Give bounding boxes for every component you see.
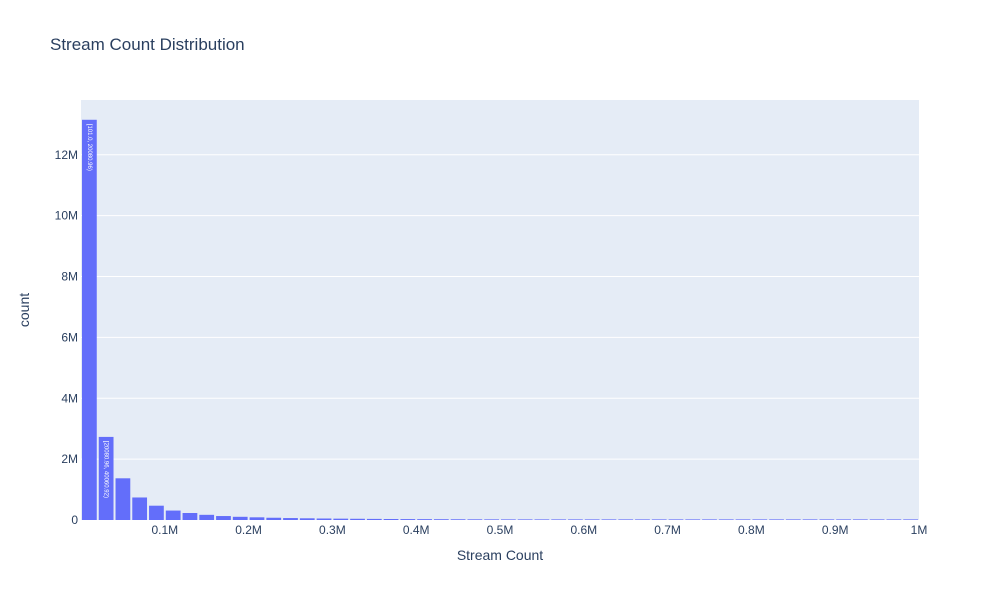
chart-title: Stream Count Distribution [50, 35, 245, 54]
histogram-bar[interactable] [350, 518, 365, 520]
histogram-bar[interactable] [651, 519, 667, 520]
histogram-bar[interactable] [601, 519, 617, 520]
y-tick-label: 2M [61, 452, 78, 466]
histogram-bar[interactable] [517, 519, 533, 520]
histogram-bar[interactable] [450, 519, 466, 520]
histogram-bar[interactable] [98, 436, 114, 520]
histogram-bar[interactable] [383, 518, 399, 520]
bar-label: [101.0, 20080.96) [86, 124, 92, 171]
x-tick-label: 0.2M [235, 523, 262, 537]
bar-label: [20080.96, 40060.92) [103, 441, 109, 498]
x-tick-label: 0.8M [738, 523, 765, 537]
histogram-bar[interactable] [417, 519, 432, 520]
histogram-bar[interactable] [115, 478, 131, 520]
histogram-bar[interactable] [584, 519, 600, 520]
histogram-bar[interactable] [869, 519, 885, 520]
y-tick-label: 6M [61, 330, 78, 344]
histogram-bar[interactable] [718, 519, 734, 520]
histogram-bar[interactable] [216, 516, 231, 520]
y-tick-label: 12M [55, 148, 78, 162]
histogram-bar[interactable] [501, 519, 516, 520]
histogram-bar[interactable] [702, 519, 717, 520]
x-tick-label: 0.4M [403, 523, 430, 537]
x-tick-label: 0.1M [151, 523, 178, 537]
histogram-bar[interactable] [182, 513, 198, 520]
histogram-bar[interactable] [484, 519, 499, 520]
histogram-bar[interactable] [685, 519, 701, 520]
histogram-bar[interactable] [735, 519, 751, 520]
y-tick-label: 4M [61, 391, 78, 405]
histogram-bar[interactable] [316, 518, 332, 520]
histogram-bar[interactable] [618, 519, 634, 520]
histogram-bar[interactable] [785, 519, 801, 520]
histogram-bar[interactable] [299, 518, 315, 520]
histogram-bar[interactable] [769, 519, 784, 520]
histogram-bar[interactable] [836, 519, 851, 520]
histogram-bars: [101.0, 20080.96) [20080.96, 40060.92) [82, 119, 918, 521]
histogram-bar[interactable] [266, 517, 282, 520]
plot-area[interactable] [81, 100, 919, 520]
y-gridlines [81, 154, 919, 460]
x-tick-label: 0.5M [487, 523, 514, 537]
x-tick-label: 0.3M [319, 523, 346, 537]
histogram-bar[interactable] [149, 505, 164, 520]
histogram-bar[interactable] [400, 519, 416, 520]
x-axis-ticks: 0.1M 0.2M 0.3M 0.4M 0.5M 0.6M 0.7M 0.8M 0.9M 1M [151, 523, 927, 537]
histogram-bar[interactable] [852, 519, 868, 520]
y-tick-label: 8M [61, 270, 78, 284]
histogram-bar[interactable] [132, 497, 148, 520]
histogram-bar[interactable] [165, 510, 181, 520]
histogram-bar[interactable] [551, 519, 567, 520]
histogram-bar[interactable] [752, 519, 768, 520]
histogram-bar[interactable] [232, 516, 248, 520]
histogram-bar[interactable] [819, 519, 835, 520]
histogram-bar[interactable] [534, 519, 550, 520]
histogram-bar[interactable] [199, 514, 215, 520]
histogram-bar[interactable] [903, 519, 918, 520]
histogram-bar[interactable] [668, 519, 684, 520]
x-tick-label: 0.9M [822, 523, 849, 537]
x-tick-label: 0.7M [654, 523, 681, 537]
y-tick-label: 0 [71, 513, 78, 527]
histogram-bar[interactable] [802, 519, 818, 520]
histogram-bar[interactable] [433, 519, 449, 520]
histogram-bar[interactable] [283, 518, 298, 520]
histogram-bar[interactable] [886, 519, 902, 520]
histogram-bar[interactable] [82, 119, 97, 521]
x-tick-label: 1M [911, 523, 928, 537]
histogram-bar[interactable] [366, 518, 382, 520]
histogram-bar[interactable] [635, 519, 650, 520]
histogram-bar[interactable] [467, 519, 483, 520]
histogram-bar[interactable] [568, 519, 583, 520]
histogram-bar[interactable] [249, 517, 265, 520]
y-axis-title: count [16, 293, 32, 327]
y-tick-label: 10M [55, 209, 78, 223]
x-axis-title: Stream Count [457, 547, 543, 563]
y-axis-ticks: 0 2M 4M 6M 8M 10M 12M [55, 148, 79, 527]
histogram-bar[interactable] [333, 518, 349, 520]
x-tick-label: 0.6M [570, 523, 597, 537]
